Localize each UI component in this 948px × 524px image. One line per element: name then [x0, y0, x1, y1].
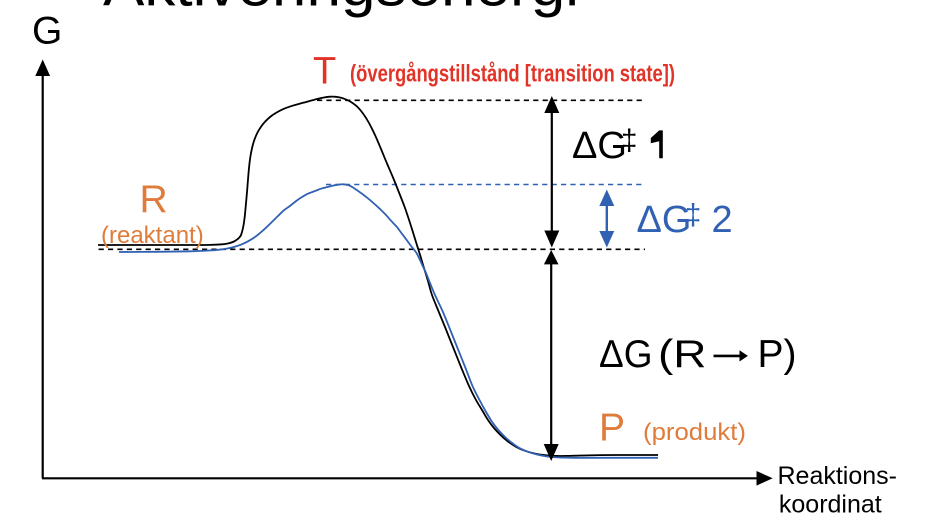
svg-text:koordinat: koordinat: [779, 491, 882, 519]
svg-text:(produkt): (produkt): [643, 419, 746, 446]
svg-text:(R: (R: [658, 333, 707, 376]
svg-text:ΔG: ΔG: [637, 199, 692, 241]
svg-text:(reaktant): (reaktant): [101, 222, 204, 249]
svg-text:Aktiveringsenergi: Aktiveringsenergi: [103, 0, 579, 19]
svg-text:G: G: [32, 9, 62, 52]
svg-text:2: 2: [712, 199, 733, 241]
svg-text:T: T: [313, 50, 336, 92]
svg-text:Reaktions-: Reaktions-: [778, 462, 898, 490]
svg-text:P): P): [758, 333, 797, 376]
svg-text:R: R: [140, 178, 168, 221]
svg-text:‡: ‡: [685, 199, 701, 232]
svg-text:ΔG: ΔG: [599, 333, 653, 376]
svg-text:‡: ‡: [621, 124, 637, 157]
svg-text:ΔG: ΔG: [572, 125, 627, 167]
svg-text:(övergångstillstånd [transitio: (övergångstillstånd [transition state]): [350, 61, 675, 88]
svg-text:P: P: [599, 407, 625, 450]
